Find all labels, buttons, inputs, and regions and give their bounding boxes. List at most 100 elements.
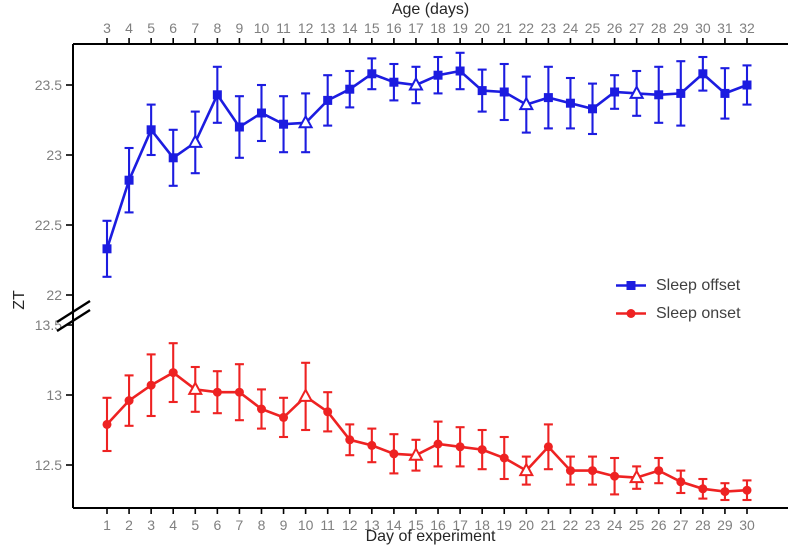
circle-marker <box>499 453 509 463</box>
circle-marker <box>234 387 244 397</box>
open-triangle-marker <box>518 462 534 477</box>
top-tick-label: 24 <box>563 20 579 36</box>
legend-label-sleep-offset: Sleep offset <box>656 276 741 294</box>
top-tick-label: 9 <box>236 20 244 36</box>
bottom-tick-label: 27 <box>673 517 689 533</box>
circle-marker <box>168 368 178 378</box>
y-tick-label: 22.5 <box>35 217 62 233</box>
square-marker <box>565 98 575 108</box>
circle-marker <box>565 466 575 476</box>
bottom-tick-label: 5 <box>191 517 199 533</box>
open-triangle-marker <box>297 387 314 402</box>
open-triangle-marker <box>628 469 645 484</box>
bottom-tick-label: 23 <box>585 517 601 533</box>
open-triangle-marker <box>187 133 203 148</box>
series-sleep-onset <box>102 342 752 502</box>
circle-marker <box>146 380 156 390</box>
circle-marker <box>698 484 708 494</box>
circle-marker <box>433 439 443 449</box>
top-tick-label: 21 <box>496 20 512 36</box>
tick-labels: 3142536475869710811912101311141215131614… <box>35 20 755 533</box>
circle-marker <box>212 387 222 397</box>
square-marker <box>588 104 598 114</box>
axis-break-icon <box>56 299 91 333</box>
top-tick-label: 31 <box>717 20 733 36</box>
bottom-tick-label: 2 <box>125 517 133 533</box>
series-line <box>105 69 748 250</box>
circle-marker <box>323 407 333 417</box>
circle-marker <box>279 412 289 422</box>
sleep-onset-marker-icon <box>616 309 646 318</box>
bottom-tick-label: 15 <box>408 517 424 533</box>
legend-item-sleep-onset: Sleep onset <box>615 303 741 324</box>
error-bars <box>102 342 752 502</box>
top-axis-title: Age (days) <box>391 1 470 18</box>
square-marker <box>256 108 266 118</box>
bottom-tick-label: 24 <box>607 517 623 533</box>
circle-marker <box>345 435 355 445</box>
circle-marker <box>256 404 266 414</box>
top-tick-label: 18 <box>430 20 446 36</box>
top-tick-label: 32 <box>739 20 755 36</box>
top-tick-label: 12 <box>298 20 314 36</box>
square-marker <box>146 125 156 135</box>
bottom-tick-label: 17 <box>452 517 468 533</box>
top-tick-label: 19 <box>452 20 468 36</box>
error-bars <box>102 51 752 278</box>
top-tick-label: 20 <box>474 20 490 36</box>
bottom-tick-label: 21 <box>541 517 557 533</box>
square-marker <box>212 90 222 100</box>
y-tick-label: 13 <box>46 387 62 403</box>
axis-ticks <box>66 38 748 514</box>
y-tick-label: 12.5 <box>35 457 62 473</box>
top-tick-label: 17 <box>408 20 424 36</box>
square-marker <box>345 84 355 94</box>
top-tick-label: 26 <box>607 20 623 36</box>
square-marker <box>323 95 333 105</box>
top-tick-label: 28 <box>651 20 667 36</box>
bottom-tick-label: 26 <box>651 517 667 533</box>
open-triangle-marker <box>408 446 424 461</box>
top-tick-label: 23 <box>541 20 557 36</box>
circle-marker <box>654 466 664 476</box>
open-triangle-marker <box>628 84 645 99</box>
square-marker <box>676 88 686 98</box>
circle-marker <box>367 440 377 450</box>
top-tick-label: 16 <box>386 20 402 36</box>
axes <box>72 43 788 509</box>
square-marker <box>168 153 178 163</box>
sleep-offset-marker-icon <box>616 281 646 290</box>
legend: Sleep offset Sleep onset <box>615 275 741 324</box>
bottom-tick-label: 13 <box>364 517 380 533</box>
y-axis-title: ZT <box>11 290 28 310</box>
bottom-tick-label: 22 <box>563 517 579 533</box>
square-marker <box>610 87 620 97</box>
open-triangle-marker <box>187 380 203 395</box>
circle-marker <box>102 419 112 429</box>
bottom-tick-label: 19 <box>496 517 512 533</box>
bottom-tick-label: 4 <box>169 517 177 533</box>
bottom-tick-label: 3 <box>147 517 155 533</box>
open-triangle-marker <box>408 76 424 91</box>
circle-marker <box>742 485 752 495</box>
circle-marker <box>455 442 465 452</box>
top-tick-label: 6 <box>169 20 177 36</box>
square-marker <box>654 90 664 100</box>
open-triangle-marker <box>518 96 534 111</box>
square-marker <box>102 244 112 254</box>
square-marker <box>433 70 443 80</box>
circle-marker <box>610 471 620 481</box>
legend-label-sleep-onset: Sleep onset <box>656 304 741 322</box>
square-marker <box>389 77 399 87</box>
bottom-tick-label: 25 <box>629 517 645 533</box>
y-tick-label: 23 <box>46 147 62 163</box>
y-tick-label: 13.5 <box>35 317 62 333</box>
bottom-tick-label: 20 <box>519 517 535 533</box>
y-tick-label: 22 <box>46 287 62 303</box>
y-tick-label: 23.5 <box>35 77 62 93</box>
top-tick-label: 25 <box>585 20 601 36</box>
open-triangle-marker <box>297 114 314 129</box>
top-tick-label: 27 <box>629 20 645 36</box>
